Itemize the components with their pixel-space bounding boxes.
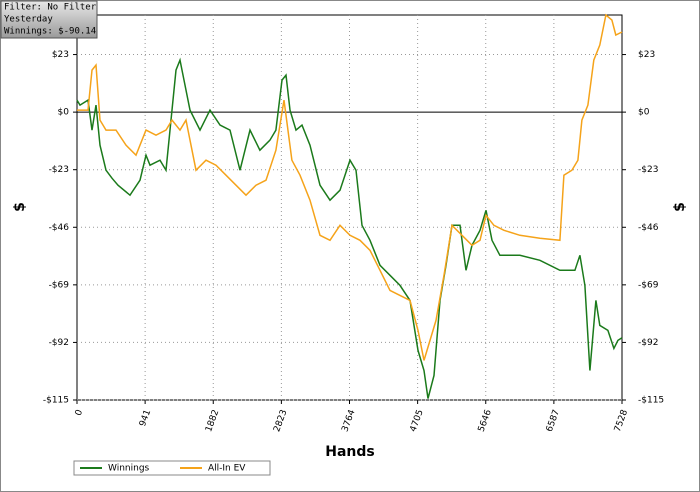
y2-tick-label: -$69 — [638, 280, 659, 290]
y2-tick-label: $23 — [638, 50, 655, 60]
info-bg — [0, 0, 98, 39]
y-tick-label: $0 — [58, 108, 70, 118]
series-line — [77, 13, 623, 361]
x-axis-title: Hands — [325, 444, 375, 460]
y2-tick-label: -$46 — [638, 223, 659, 233]
y-tick-label: -$69 — [49, 280, 70, 290]
series-line — [76, 57, 623, 399]
x-tick-label: 0 — [74, 408, 85, 417]
y-tick-label: -$46 — [49, 223, 70, 233]
legend-label: Winnings — [108, 464, 150, 474]
y2-tick-label: -$92 — [638, 338, 658, 348]
info-line: Yesterday — [4, 15, 53, 25]
y-axis-title: $ — [12, 202, 28, 212]
y-tick-label: $23 — [52, 50, 69, 60]
info-box: Filter: No Filter Yesterday Winnings: $-… — [0, 0, 98, 39]
legend-label: All-In EV — [208, 464, 246, 474]
y-tick-label: -$92 — [49, 338, 69, 348]
y-tick-label: -$115 — [43, 396, 69, 406]
y2-tick-label: -$115 — [638, 396, 664, 406]
info-line: Winnings: $-90.14 — [4, 27, 96, 37]
info-line: Filter: No Filter — [4, 3, 97, 13]
y2-tick-label: -$23 — [638, 165, 658, 175]
legend-box — [73, 460, 271, 476]
y2-tick-label: $0 — [638, 108, 650, 118]
y2-axis-title: $ — [672, 202, 688, 212]
y-tick-label: -$23 — [49, 165, 69, 175]
